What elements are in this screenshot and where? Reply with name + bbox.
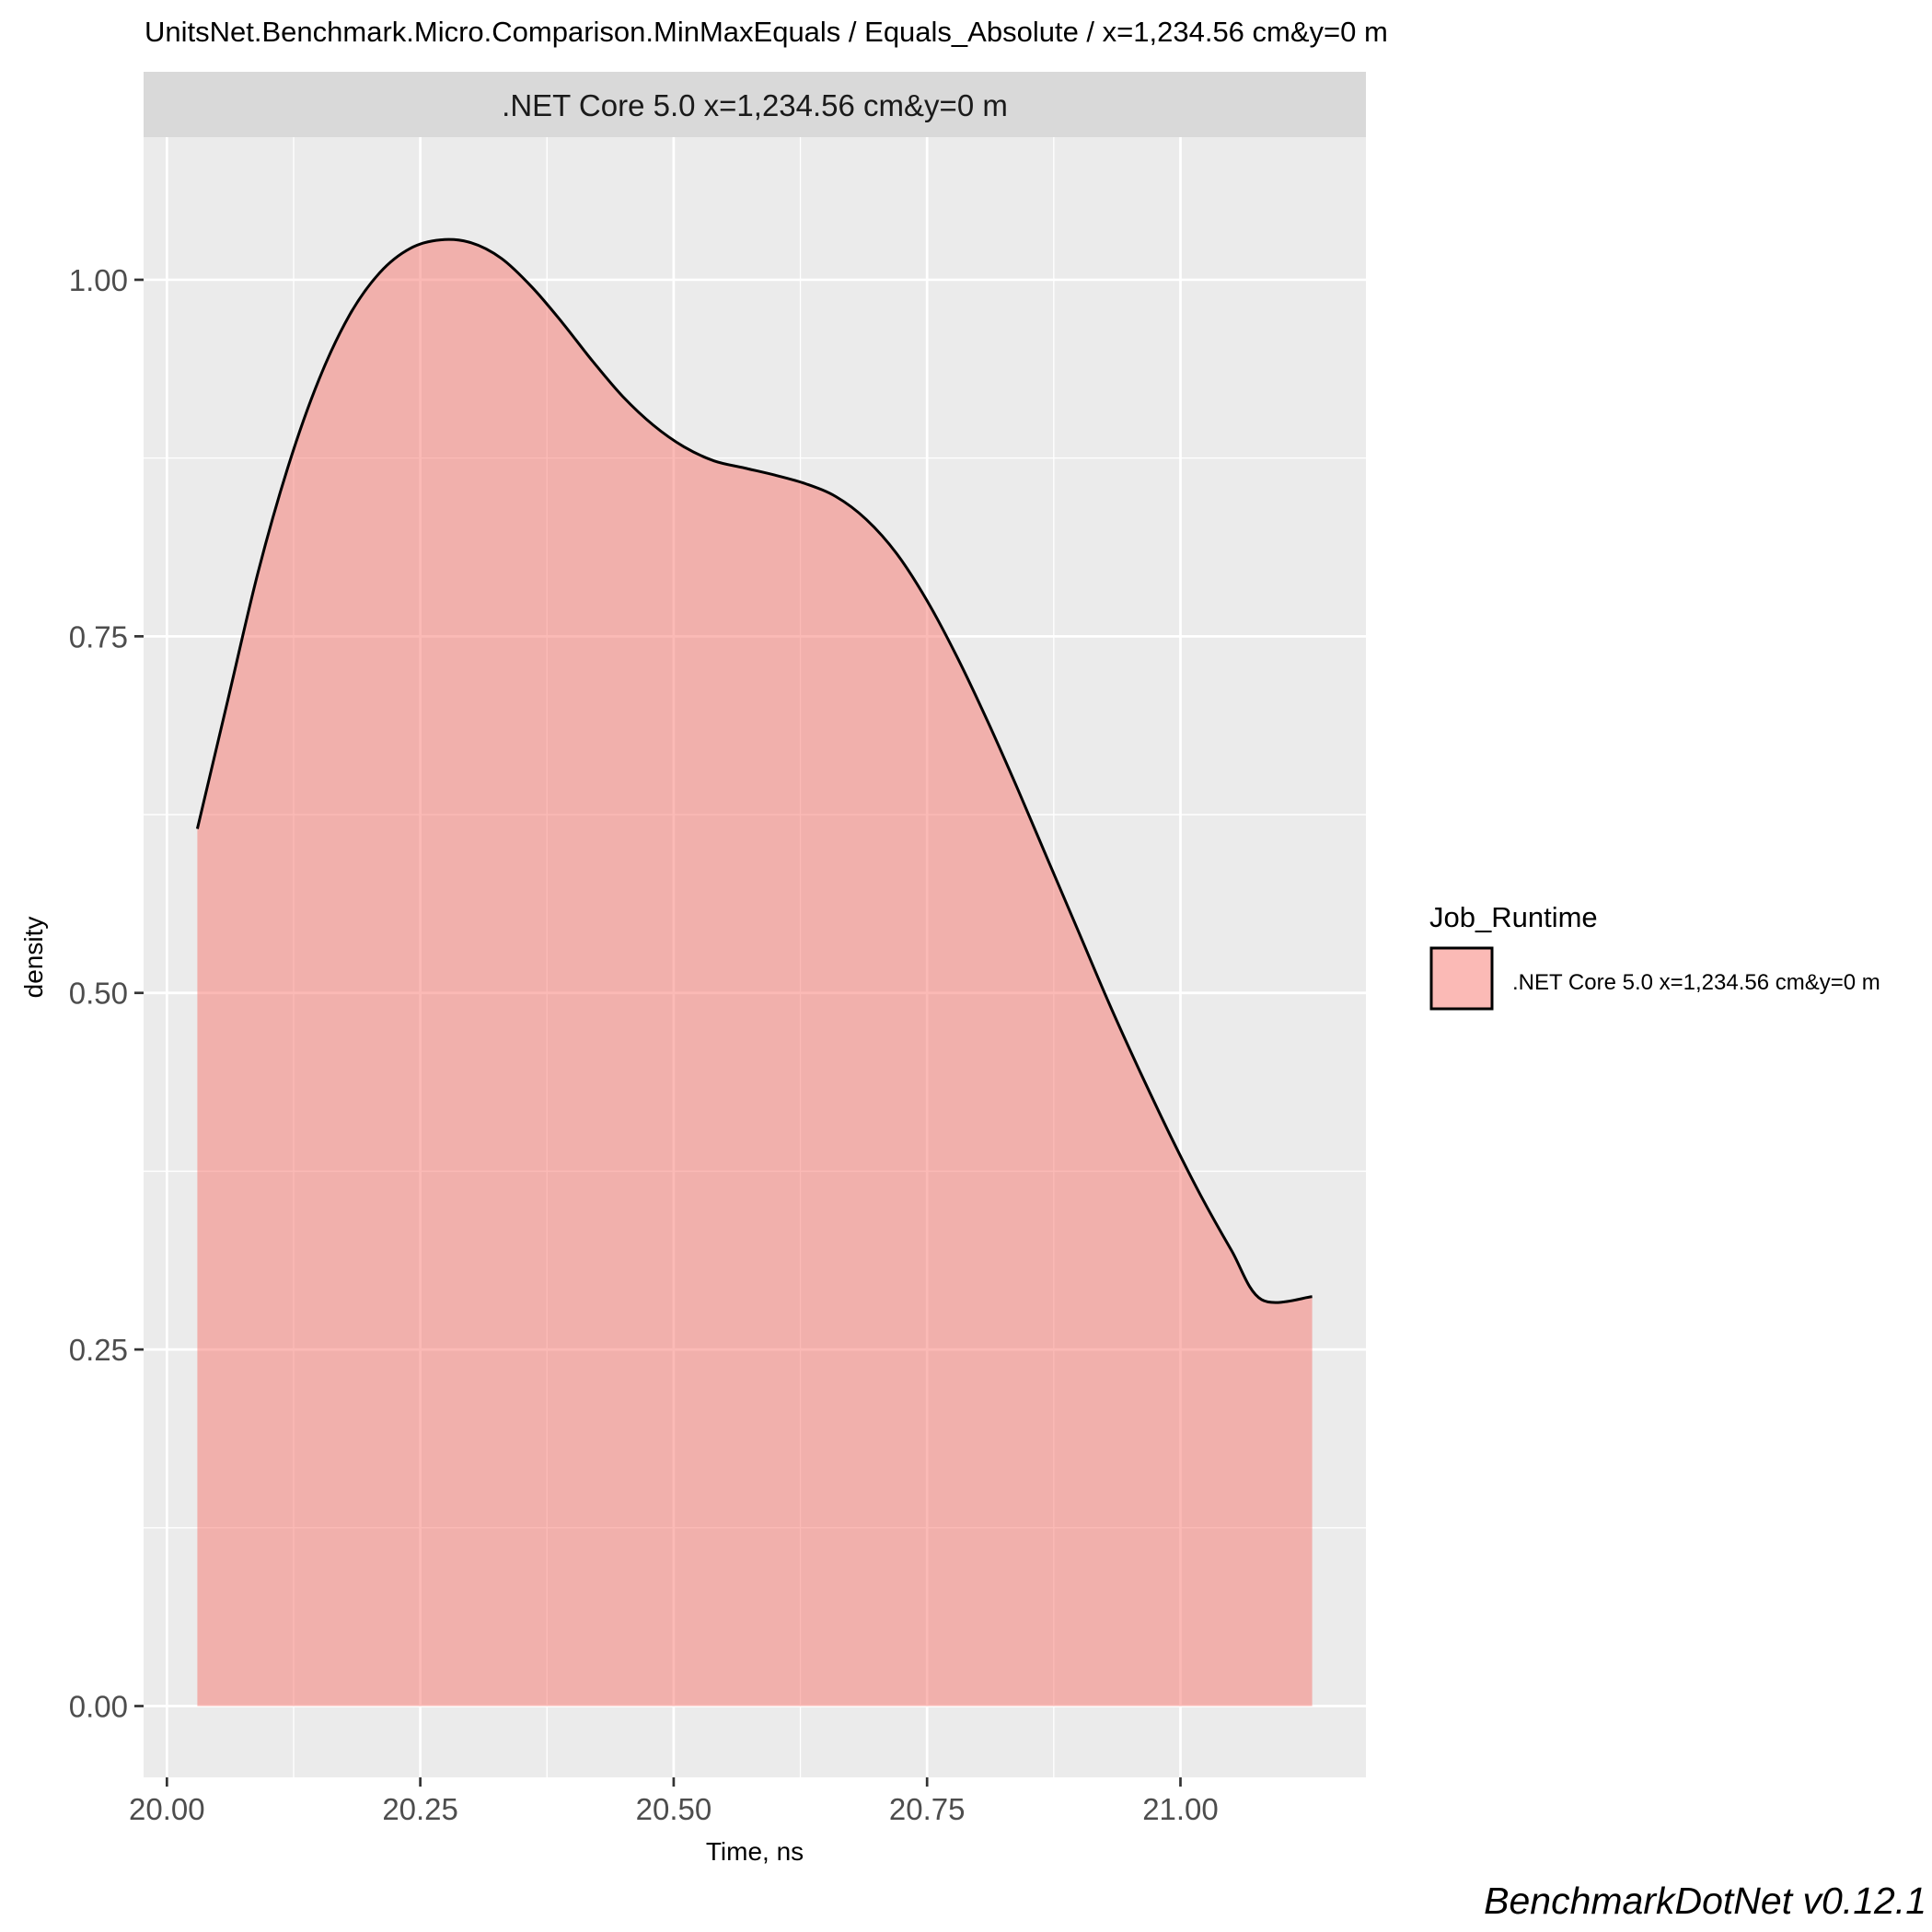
credit-text: BenchmarkDotNet v0.12.1 <box>1484 1880 1926 1922</box>
x-axis: 20.00 20.25 20.50 20.75 21.00 <box>129 1777 1219 1826</box>
x-tick-label: 21.00 <box>1142 1792 1219 1826</box>
facet-strip <box>144 72 1366 137</box>
y-tick-label: 0.75 <box>69 619 128 654</box>
x-tick-label: 20.75 <box>889 1792 966 1826</box>
density-curve <box>195 237 1313 1304</box>
density-area <box>197 239 1313 1706</box>
legend-key <box>1429 946 1494 1011</box>
y-tick-label: 0.50 <box>69 977 128 1011</box>
y-axis: 0.00 0.25 0.50 0.75 1.00 <box>69 263 144 1724</box>
x-tick-label: 20.50 <box>636 1792 712 1826</box>
legend-title: Job_Runtime <box>1429 901 1598 933</box>
legend-item-label: .NET Core 5.0 x=1,234.56 cm&y=0 m <box>1512 970 1880 995</box>
y-tick-label: 1.00 <box>69 263 128 297</box>
facet-label: .NET Core 5.0 x=1,234.56 cm&y=0 m <box>502 88 1008 122</box>
chart-title: UnitsNet.Benchmark.Micro.Comparison.MinM… <box>145 16 1388 48</box>
legend: Job_Runtime .NET Core 5.0 x=1,234.56 cm&… <box>1429 901 1880 1011</box>
x-tick-label: 20.25 <box>382 1792 458 1826</box>
y-tick-label: 0.00 <box>69 1690 128 1724</box>
y-tick-label: 0.25 <box>69 1333 128 1367</box>
x-axis-title: Time, ns <box>706 1837 804 1866</box>
x-tick-label: 20.00 <box>129 1792 205 1826</box>
y-axis-title: density <box>19 917 48 999</box>
